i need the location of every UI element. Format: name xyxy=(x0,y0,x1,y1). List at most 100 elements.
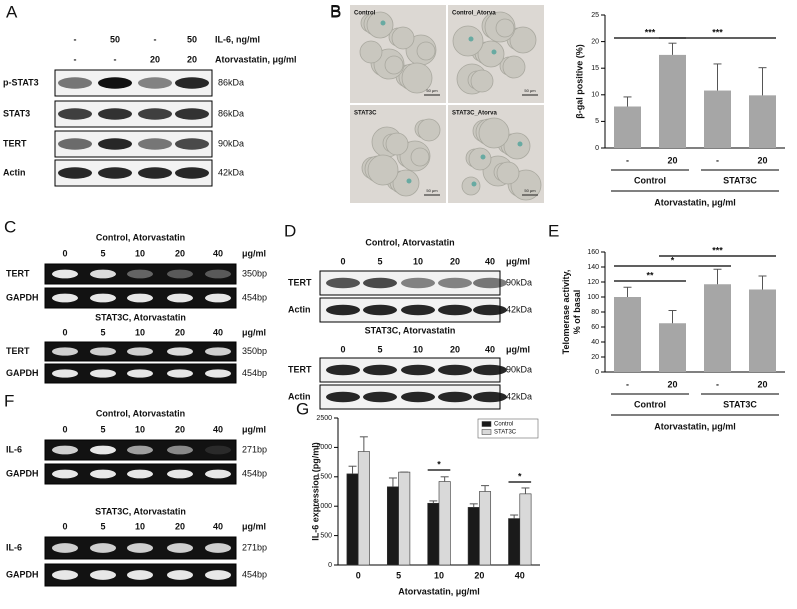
significance-label: * xyxy=(671,255,675,265)
blot-size: 350bp xyxy=(242,346,267,356)
band xyxy=(138,138,172,150)
significance-label: *** xyxy=(645,27,656,37)
band xyxy=(167,369,193,378)
lane-label: 20 xyxy=(450,344,460,354)
stain xyxy=(480,154,486,160)
y-tick-label: 0 xyxy=(328,562,332,569)
lane-label: 40 xyxy=(213,327,223,337)
band xyxy=(127,469,153,479)
lane-label: 10 xyxy=(135,424,145,434)
blot-label: TERT xyxy=(6,268,30,278)
cell xyxy=(477,40,505,68)
lane-label: 10 xyxy=(413,256,423,266)
bar xyxy=(614,106,641,148)
blot-label: TERT xyxy=(3,138,27,148)
band xyxy=(401,277,435,289)
bar xyxy=(508,518,521,566)
blot-label: STAT3 xyxy=(3,108,30,118)
blot-size: 42kDa xyxy=(218,167,244,177)
band xyxy=(167,469,193,479)
bar xyxy=(659,54,686,148)
lane-label: 40 xyxy=(485,344,495,354)
band xyxy=(90,347,116,356)
group-label: STAT3C xyxy=(723,399,757,409)
stain xyxy=(471,181,477,187)
lane-label: 10 xyxy=(413,344,423,354)
band xyxy=(98,77,132,89)
y-tick-label: 160 xyxy=(587,249,599,256)
group-label: STAT3C xyxy=(723,175,757,185)
blot-label: GAPDH xyxy=(6,368,39,378)
band xyxy=(363,391,397,403)
scale-label: 50 μm xyxy=(524,188,536,193)
lane-label: 10 xyxy=(135,521,145,531)
lane-label: 10 xyxy=(135,327,145,337)
group-label: Control xyxy=(634,399,666,409)
gel-title: Control, Atorvastatin xyxy=(96,408,185,418)
blot-label: TERT xyxy=(288,277,312,287)
panel-letter: A xyxy=(6,2,18,21)
panel-letter: B xyxy=(330,1,341,20)
x-axis-label: Atorvastatin, μg/ml xyxy=(398,586,480,596)
band xyxy=(98,108,132,120)
x-tick-label: 5 xyxy=(396,570,401,580)
lane-label: 20 xyxy=(175,521,185,531)
y-tick-label: 40 xyxy=(591,339,599,346)
header-label: IL-6, ng/ml xyxy=(215,34,260,44)
band xyxy=(326,277,360,289)
cell xyxy=(478,117,510,149)
cell xyxy=(367,154,399,186)
panel-letter: G xyxy=(296,399,309,418)
band xyxy=(52,293,78,303)
lane-label: 40 xyxy=(213,424,223,434)
cell xyxy=(392,169,420,197)
bar xyxy=(467,507,480,566)
blot-size: 454bp xyxy=(242,292,267,302)
lane-label: 0 xyxy=(340,344,345,354)
bar xyxy=(519,493,532,566)
band xyxy=(326,364,360,376)
lane-unit: μg/ml xyxy=(242,521,266,531)
bar xyxy=(749,95,776,148)
band xyxy=(401,304,435,316)
band xyxy=(98,138,132,150)
lane-label: 20 xyxy=(175,424,185,434)
blot-size: 350bp xyxy=(242,268,267,278)
bar xyxy=(438,481,451,566)
band xyxy=(175,108,209,120)
blot-size: 90kDa xyxy=(506,364,532,374)
lane-label: 20 xyxy=(175,327,185,337)
band xyxy=(90,293,116,303)
band xyxy=(127,293,153,303)
y-tick-label: 80 xyxy=(591,309,599,316)
y-tick-label: 60 xyxy=(591,324,599,331)
band xyxy=(363,277,397,289)
panel-letter: D xyxy=(284,221,296,240)
y-axis-label: Telomerase activity, xyxy=(561,270,571,355)
band xyxy=(167,570,193,580)
cell xyxy=(496,161,520,185)
significance-label: * xyxy=(437,459,441,469)
band xyxy=(205,347,231,356)
lane-label: 40 xyxy=(485,256,495,266)
band xyxy=(401,364,435,376)
band xyxy=(205,570,231,580)
band xyxy=(52,445,78,455)
y-tick-label: 2500 xyxy=(316,415,332,422)
band xyxy=(127,369,153,378)
band xyxy=(127,347,153,356)
band xyxy=(52,570,78,580)
lane-label: 50 xyxy=(187,34,197,44)
band xyxy=(138,167,172,179)
blot-size: 86kDa xyxy=(218,108,244,118)
blot-size: 271bp xyxy=(242,444,267,454)
blot-label: IL-6 xyxy=(6,542,22,552)
band xyxy=(90,543,116,553)
blot-size: 86kDa xyxy=(218,77,244,87)
bar xyxy=(386,486,399,566)
lane-label: 40 xyxy=(213,521,223,531)
panel-letter: F xyxy=(4,391,14,410)
band xyxy=(205,445,231,455)
gel-title: STAT3C, Atorvastatin xyxy=(95,506,186,516)
blot-label: Actin xyxy=(288,391,311,401)
